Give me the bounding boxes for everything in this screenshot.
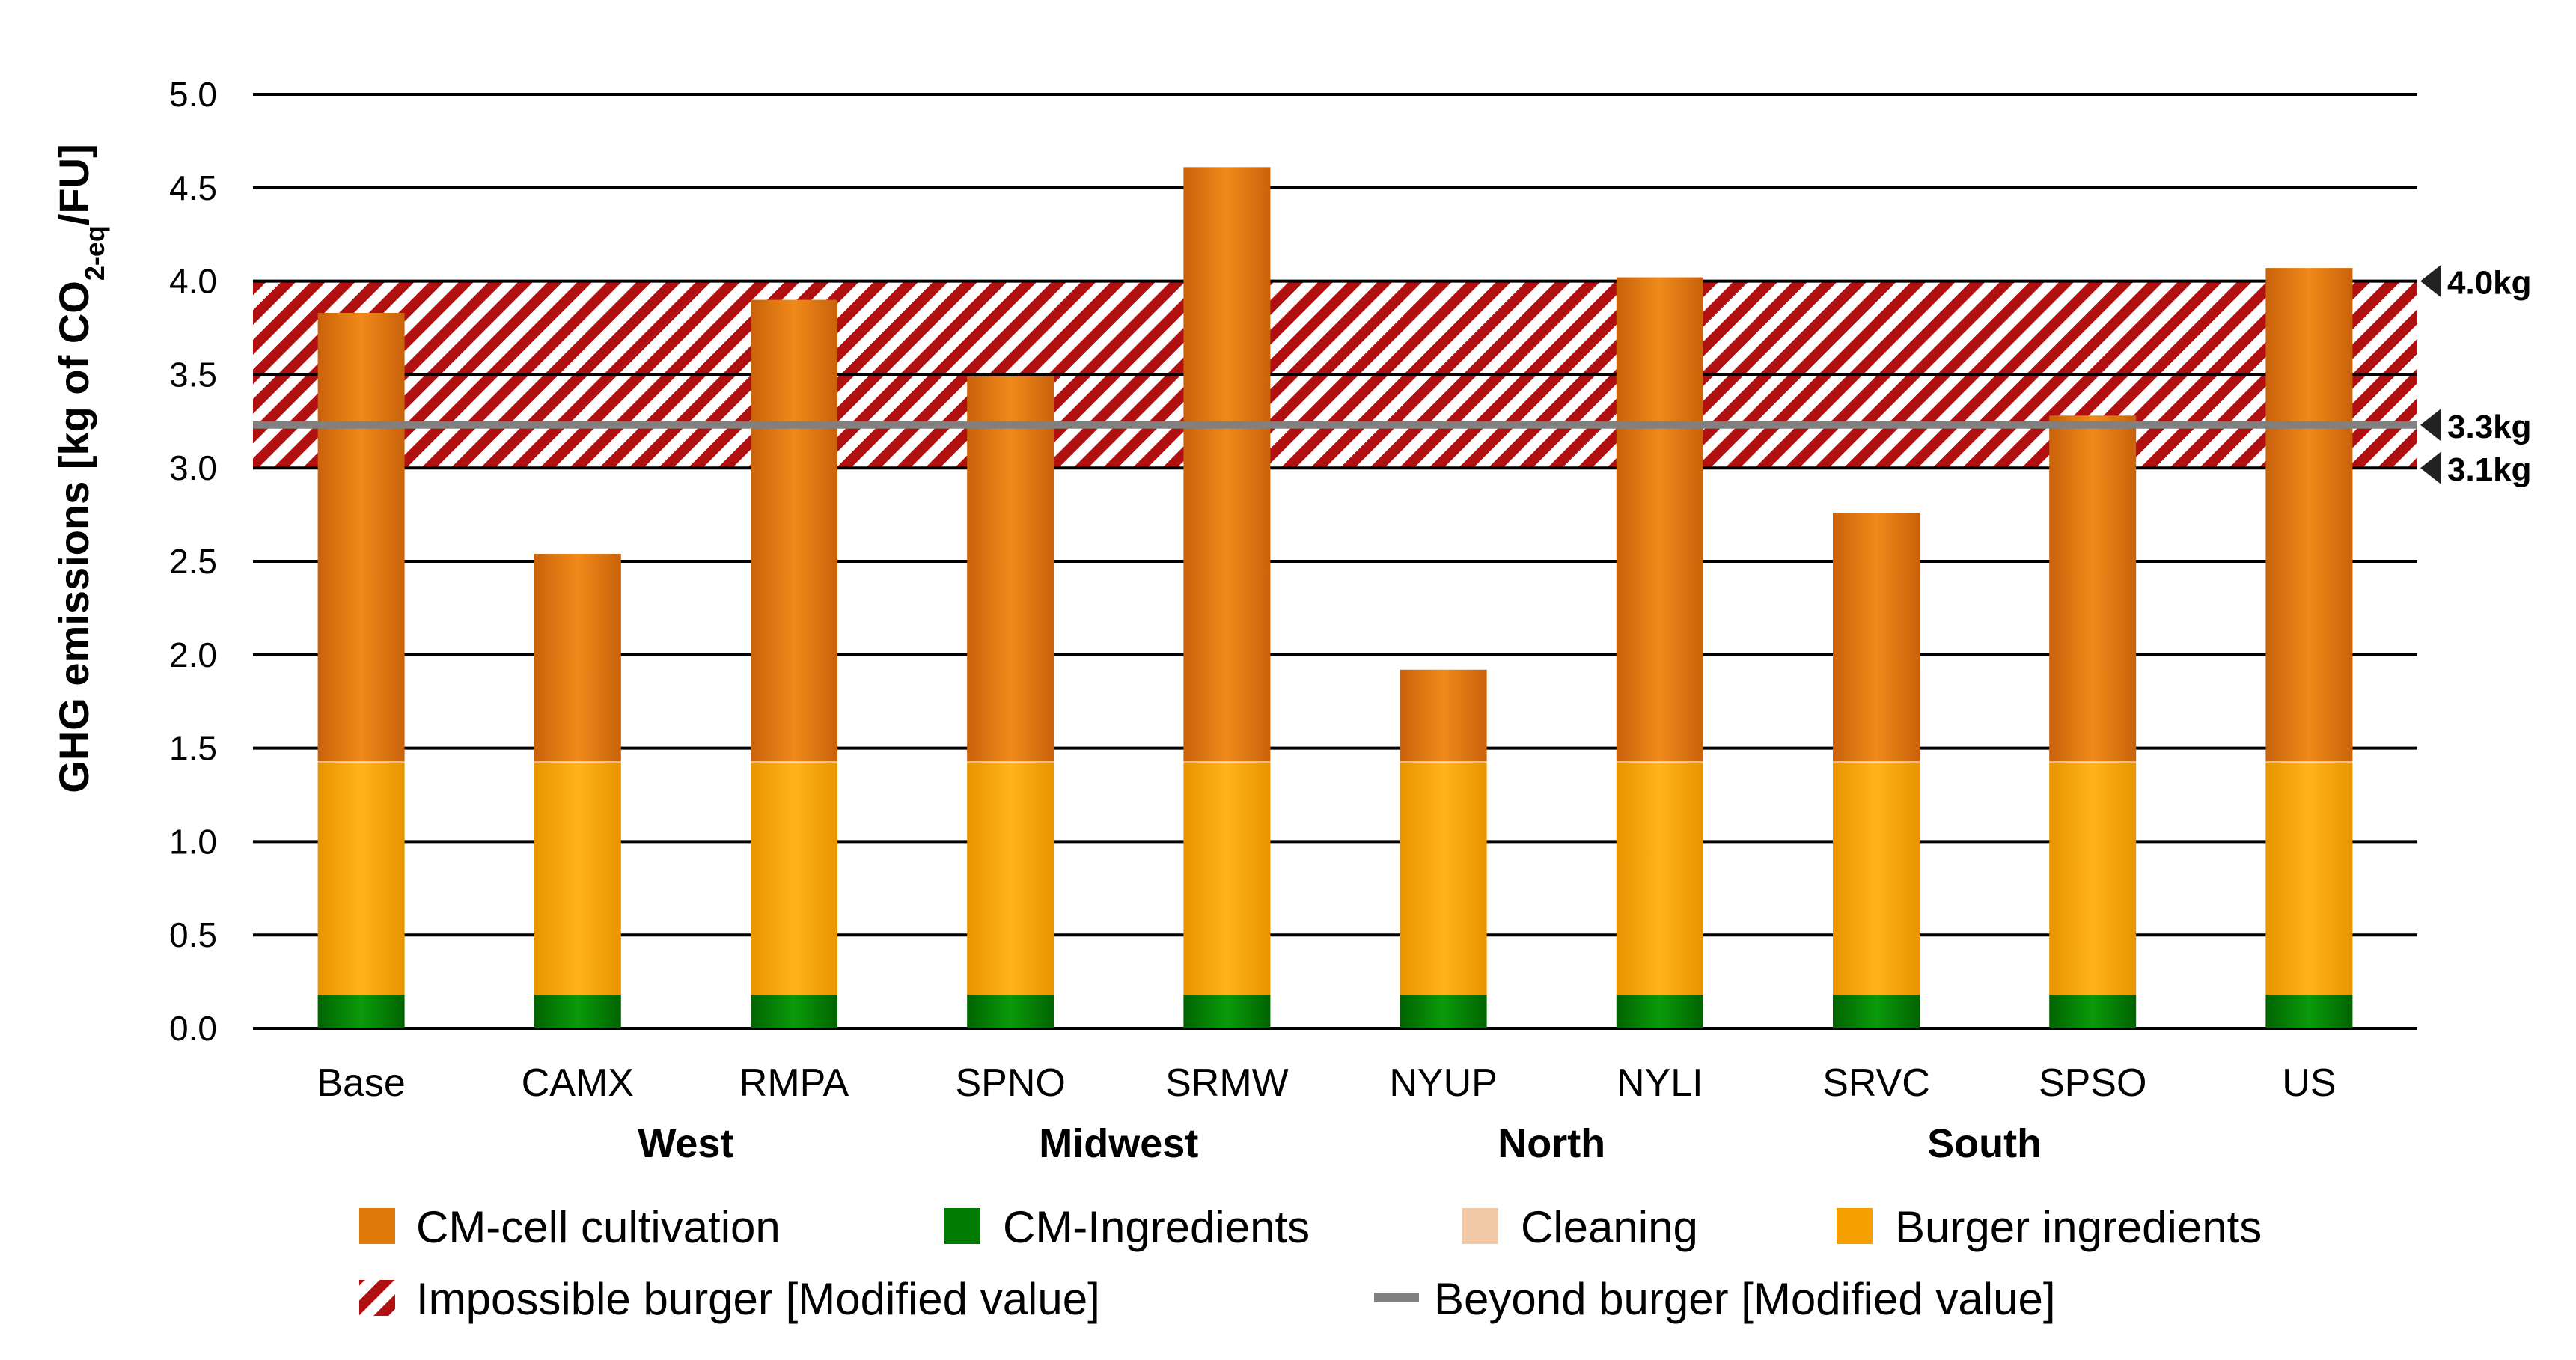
legend-swatch-impossible-burger [359,1280,395,1316]
bar-cm-ingredients-nyli [1616,995,1703,1028]
legend-swatch-cleaning [1462,1208,1498,1244]
y-tick-label: 4.5 [169,168,217,207]
x-category-label: NYLI [1617,1061,1703,1105]
bar-cm-cell-cultivation-spno [967,376,1054,762]
legend: CM-cell cultivation CM-Ingredients Clean… [359,1202,2262,1324]
x-category-label: SPSO [2039,1061,2147,1105]
bar-cleaning-nyup [1400,761,1487,763]
y-axis-title-main: GHG emissions [kg of CO [50,281,97,793]
annotation-label: 3.1kg [2447,451,2532,488]
bar-cm-ingredients-spno [967,995,1054,1028]
legend-label-cm-ingredients: CM-Ingredients [1003,1202,1310,1252]
bar-cleaning-srvc [1833,761,1920,763]
bar-cm-cell-cultivation-spso [2049,415,2137,762]
annotation-marker-icon [2420,408,2441,442]
region-label: West [638,1121,733,1166]
legend-swatch-beyond-burger [1374,1293,1419,1302]
region-label: Midwest [1039,1121,1198,1166]
y-axis-title-subscript: 2-eq [79,225,110,281]
y-axis-title: GHG emissions [kg of CO2-eq/FU] [50,144,110,793]
bar-burger-ingredients-us [2265,763,2353,995]
bar-cm-cell-cultivation-camx [534,554,621,762]
x-category-label: SRVC [1822,1061,1930,1105]
y-tick-label: 0.5 [169,915,217,954]
bar-cleaning-us [2265,761,2353,763]
y-tick-label: 4.0 [169,262,217,301]
bar-cm-cell-cultivation-nyup [1400,669,1487,762]
bar-burger-ingredients-srvc [1833,763,1920,995]
legend-label-cleaning: Cleaning [1521,1202,1698,1252]
legend-swatch-cm-ingredients [944,1208,980,1244]
bar-burger-ingredients-spno [967,763,1054,995]
bar-burger-ingredients-base [317,763,405,995]
bar-cm-cell-cultivation-us [2265,268,2353,762]
x-category-label: RMPA [739,1061,849,1105]
legend-label-impossible-burger: Impossible burger [Modified value] [416,1274,1100,1324]
y-tick-label: 2.5 [169,542,217,581]
bar-cm-cell-cultivation-srvc [1833,513,1920,762]
legend-label-burger-ingredients: Burger ingredients [1895,1202,2262,1252]
legend-label-beyond-burger: Beyond burger [Modified value] [1434,1274,2056,1324]
bar-cm-cell-cultivation-base [317,313,405,762]
bar-cm-ingredients-nyup [1400,995,1487,1028]
bar-cm-ingredients-spso [2049,995,2137,1028]
bar-cm-ingredients-rmpa [751,995,837,1028]
bar-burger-ingredients-camx [534,763,621,995]
bar-cm-cell-cultivation-rmpa [751,299,837,762]
bar-cleaning-base [317,761,405,763]
y-tick-label: 3.5 [169,355,217,394]
bar-burger-ingredients-nyup [1400,763,1487,995]
bar-cm-ingredients-srmw [1183,995,1271,1028]
legend-swatch-burger-ingredients [1837,1208,1873,1244]
bar-cleaning-nyli [1616,761,1703,763]
bar-cm-cell-cultivation-nyli [1616,277,1703,762]
y-tick-label: 0.0 [169,1009,217,1048]
annotation-label: 3.3kg [2447,409,2532,445]
y-tick-label: 1.0 [169,822,217,861]
bar-cleaning-spso [2049,761,2137,763]
y-tick-label: 2.0 [169,635,217,674]
bar-cm-ingredients-base [317,995,405,1028]
bar-burger-ingredients-srmw [1183,763,1271,995]
bar-burger-ingredients-rmpa [751,763,837,995]
bar-cm-cell-cultivation-srmw [1183,167,1271,762]
bar-cleaning-camx [534,761,621,763]
x-category-label: Base [317,1061,406,1105]
x-category-label: US [2282,1061,2336,1105]
y-tick-label: 3.0 [169,448,217,487]
x-category-label: SPNO [956,1061,1066,1105]
x-category-label: CAMX [522,1061,634,1105]
legend-label-cm-cell-cultivation: CM-cell cultivation [416,1202,781,1252]
bar-cm-ingredients-us [2265,995,2353,1028]
y-tick-label: 1.5 [169,729,217,768]
x-category-label: NYUP [1389,1061,1497,1105]
annotation-label: 4.0kg [2447,265,2532,302]
region-label: South [1927,1121,2042,1166]
bar-cm-ingredients-srvc [1833,995,1920,1028]
bar-burger-ingredients-spso [2049,763,2137,995]
bar-cleaning-spno [967,761,1054,763]
annotation-marker-icon [2420,264,2441,298]
legend-swatch-cm-cell-cultivation [359,1208,395,1244]
bar-burger-ingredients-nyli [1616,763,1703,995]
region-label: North [1498,1121,1605,1166]
annotation-marker-icon [2420,451,2441,485]
y-axis-title-unit: /FU] [50,144,97,225]
bar-cleaning-srmw [1183,761,1271,763]
x-category-label: SRMW [1165,1061,1289,1105]
y-tick-label: 5.0 [169,75,217,114]
bar-cleaning-rmpa [751,761,837,763]
bar-cm-ingredients-camx [534,995,621,1028]
